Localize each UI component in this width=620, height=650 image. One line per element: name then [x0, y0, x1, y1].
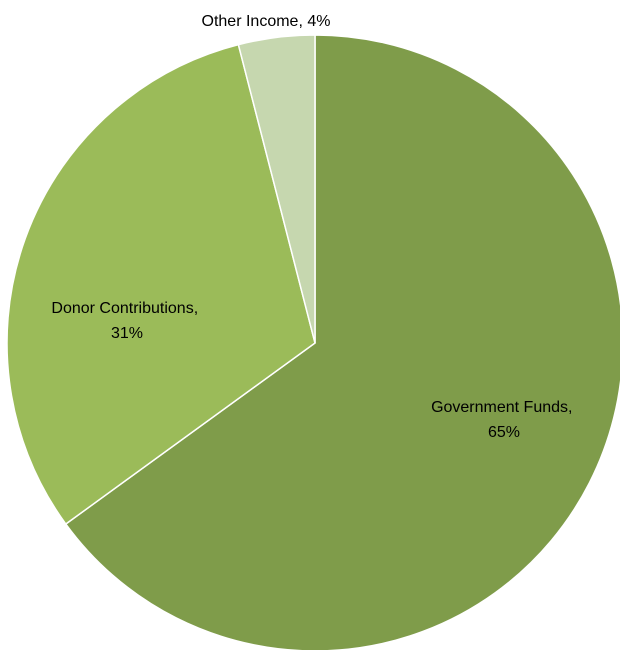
pie-slice-government-funds: [64, 34, 620, 650]
label-line: Other Income, 4%: [202, 13, 331, 30]
label-line: 31%: [111, 325, 143, 342]
label-line: 65%: [488, 424, 520, 441]
label-line: Donor Contributions,: [51, 300, 198, 317]
label-line: Government Funds,: [431, 399, 572, 416]
pie-slice-donor-contributions: [6, 43, 316, 526]
pie-slice-other-income: [237, 34, 316, 344]
slice-label-other-income: Other Income, 4%: [202, 13, 331, 30]
pie-labels: Government Funds, 65% Donor Contribution…: [51, 13, 577, 441]
slice-label-government-funds: Government Funds, 65%: [431, 399, 577, 441]
slice-label-donor-contributions: Donor Contributions, 31%: [51, 300, 202, 342]
pie-slices: [6, 34, 620, 650]
